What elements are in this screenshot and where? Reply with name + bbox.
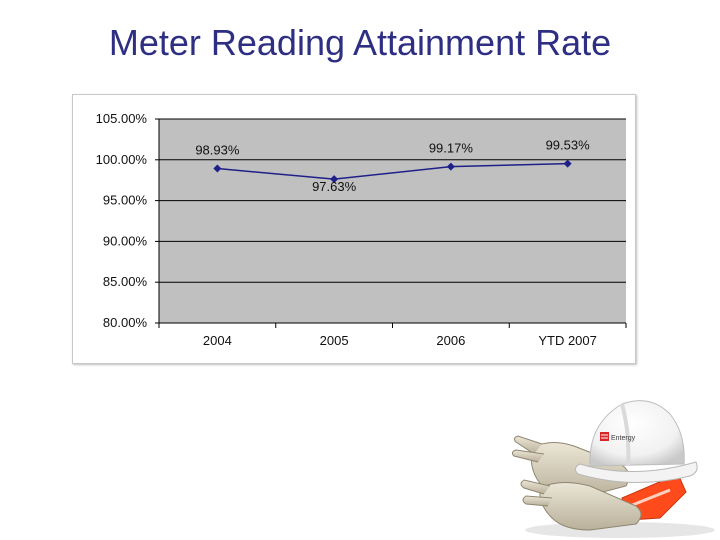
line-chart: 80.00% 85.00% 90.00% 95.00% 100.00% 105.00% 20… <box>96 111 627 348</box>
plot-area <box>159 119 626 323</box>
hat-logo-text: Entergy <box>611 435 636 442</box>
x-category-label: 2004 <box>203 333 232 348</box>
data-label: 99.53% <box>546 138 591 153</box>
data-point <box>446 162 455 171</box>
x-category-label: 2005 <box>320 333 349 348</box>
data-label: 98.93% <box>195 143 240 158</box>
data-point <box>213 164 222 173</box>
data-point <box>330 175 339 184</box>
y-tick-label: 100.00% <box>96 152 148 167</box>
x-category-label: YTD 2007 <box>538 333 597 348</box>
data-label: 97.63% <box>312 179 357 194</box>
data-label: 99.17% <box>429 141 474 156</box>
y-tick-label: 85.00% <box>103 274 148 289</box>
data-point <box>563 159 572 168</box>
slide-title: Meter Reading Attainment Rate <box>108 22 612 63</box>
y-tick-label: 80.00% <box>103 315 148 330</box>
y-tick-label: 105.00% <box>96 111 148 126</box>
x-category-label: 2006 <box>436 333 465 348</box>
y-tick-label: 95.00% <box>103 193 148 208</box>
hard-hat-and-gloves-image: Entergy <box>511 400 715 538</box>
series-line <box>217 162 568 180</box>
chart-frame: 80.00% 85.00% 90.00% 95.00% 100.00% 105.00% 20… <box>72 94 636 364</box>
y-tick-label: 90.00% <box>103 233 148 248</box>
